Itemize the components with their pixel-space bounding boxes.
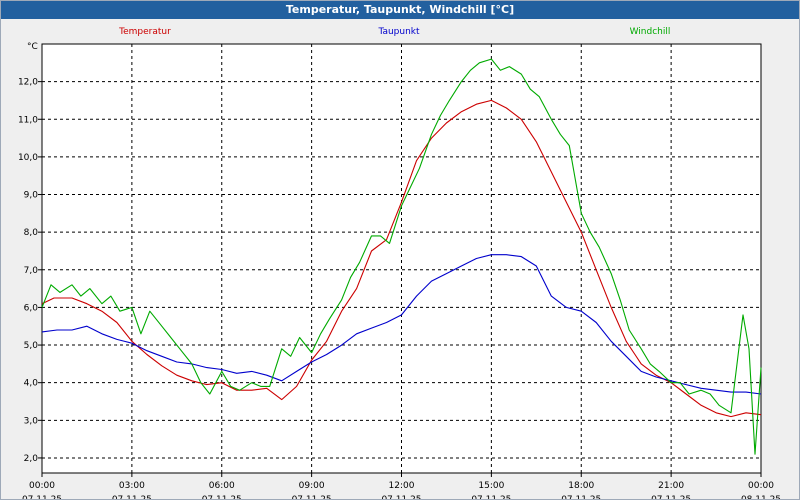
- series-line-temperatur: [41, 99, 762, 418]
- x-tick-time-label: 12:00: [389, 481, 415, 491]
- x-tick-time-label: 00:00: [29, 481, 55, 491]
- x-tick-time-label: 18:00: [568, 481, 594, 491]
- x-tick-date-label: 07.11.25: [561, 495, 601, 499]
- x-tick-time-label: 15:00: [478, 481, 504, 491]
- y-tick-label: 10,0: [18, 153, 38, 163]
- x-tick-date-label: 07.11.25: [381, 495, 421, 499]
- y-tick-label: 9,0: [24, 191, 39, 201]
- plot-area: [41, 43, 762, 474]
- y-tick-label: 3,0: [24, 416, 39, 426]
- y-tick-label: 11,0: [18, 115, 38, 125]
- series-layer: [41, 58, 762, 455]
- legend: Temperatur Taupunkt Windchill: [118, 27, 670, 37]
- chart-svg: 2,0 3,0 4,0 5,0 6,0 7,0 8,0 9,0 10,0 11,0 12,0 00:…: [18, 27, 781, 499]
- y-tick-label: 4,0: [24, 379, 39, 389]
- y-tick-label: 7,0: [24, 266, 39, 276]
- x-tick-time-label: 06:00: [209, 481, 235, 491]
- y-tick-label: 12,0: [18, 78, 38, 88]
- x-tick-date-label: 07.11.25: [22, 495, 62, 499]
- x-axis: 00:00 07.11.25 03:00 07.11.25 06:00 07.11.25 0…: [22, 473, 781, 499]
- x-tick-time-label: 00:00: [748, 481, 774, 491]
- legend-entry-temperatur: Temperatur: [118, 27, 171, 37]
- y-tick-label: 6,0: [24, 303, 39, 313]
- x-tick-time-label: 21:00: [658, 481, 684, 491]
- x-tick-date-label: 07.11.25: [292, 495, 332, 499]
- y-tick-label: 5,0: [24, 341, 39, 351]
- x-tick-date-label: 08.11.25: [741, 495, 781, 499]
- series-line-taupunkt: [41, 254, 762, 395]
- legend-entry-taupunkt: Taupunkt: [377, 27, 420, 37]
- x-tick-date-label: 07.11.25: [202, 495, 242, 499]
- x-tick-time-label: 09:00: [299, 481, 325, 491]
- series-line-windchill: [41, 58, 762, 455]
- x-tick-date-label: 07.11.25: [651, 495, 691, 499]
- legend-entry-windchill: Windchill: [630, 27, 671, 37]
- y-axis: 2,0 3,0 4,0 5,0 6,0 7,0 8,0 9,0 10,0 11,0 12,0: [18, 78, 42, 464]
- x-tick-date-label: 07.11.25: [112, 495, 152, 499]
- x-tick-date-label: 07.11.25: [471, 495, 511, 499]
- chart-title: Temperatur, Taupunkt, Windchill [°C]: [1, 1, 799, 19]
- y-tick-label: 8,0: [24, 228, 39, 238]
- y-tick-label: 2,0: [24, 454, 39, 464]
- x-tick-time-label: 03:00: [119, 481, 145, 491]
- y-axis-unit: °C: [27, 42, 38, 52]
